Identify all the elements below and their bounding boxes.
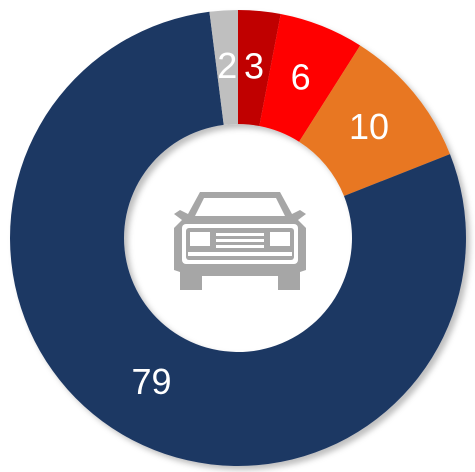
car-windshield xyxy=(195,198,285,216)
slice xyxy=(209,10,238,125)
data-label: 79 xyxy=(131,361,171,402)
car-headlight xyxy=(270,232,290,246)
slice xyxy=(238,10,281,127)
data-label: 2 xyxy=(217,45,237,86)
slice xyxy=(10,11,467,466)
car-bumper xyxy=(188,252,292,256)
car-grille xyxy=(216,245,264,248)
data-label: 6 xyxy=(291,56,311,97)
donut xyxy=(10,10,467,466)
slice xyxy=(299,45,450,197)
car-grille xyxy=(216,233,264,236)
car-headlight xyxy=(190,232,210,246)
labels: 3 6 10 79 2 xyxy=(131,45,389,402)
data-label: 3 xyxy=(244,45,264,86)
car-icon xyxy=(174,192,306,290)
slice xyxy=(259,14,361,142)
car-grille xyxy=(216,239,264,242)
data-label: 10 xyxy=(349,106,389,147)
